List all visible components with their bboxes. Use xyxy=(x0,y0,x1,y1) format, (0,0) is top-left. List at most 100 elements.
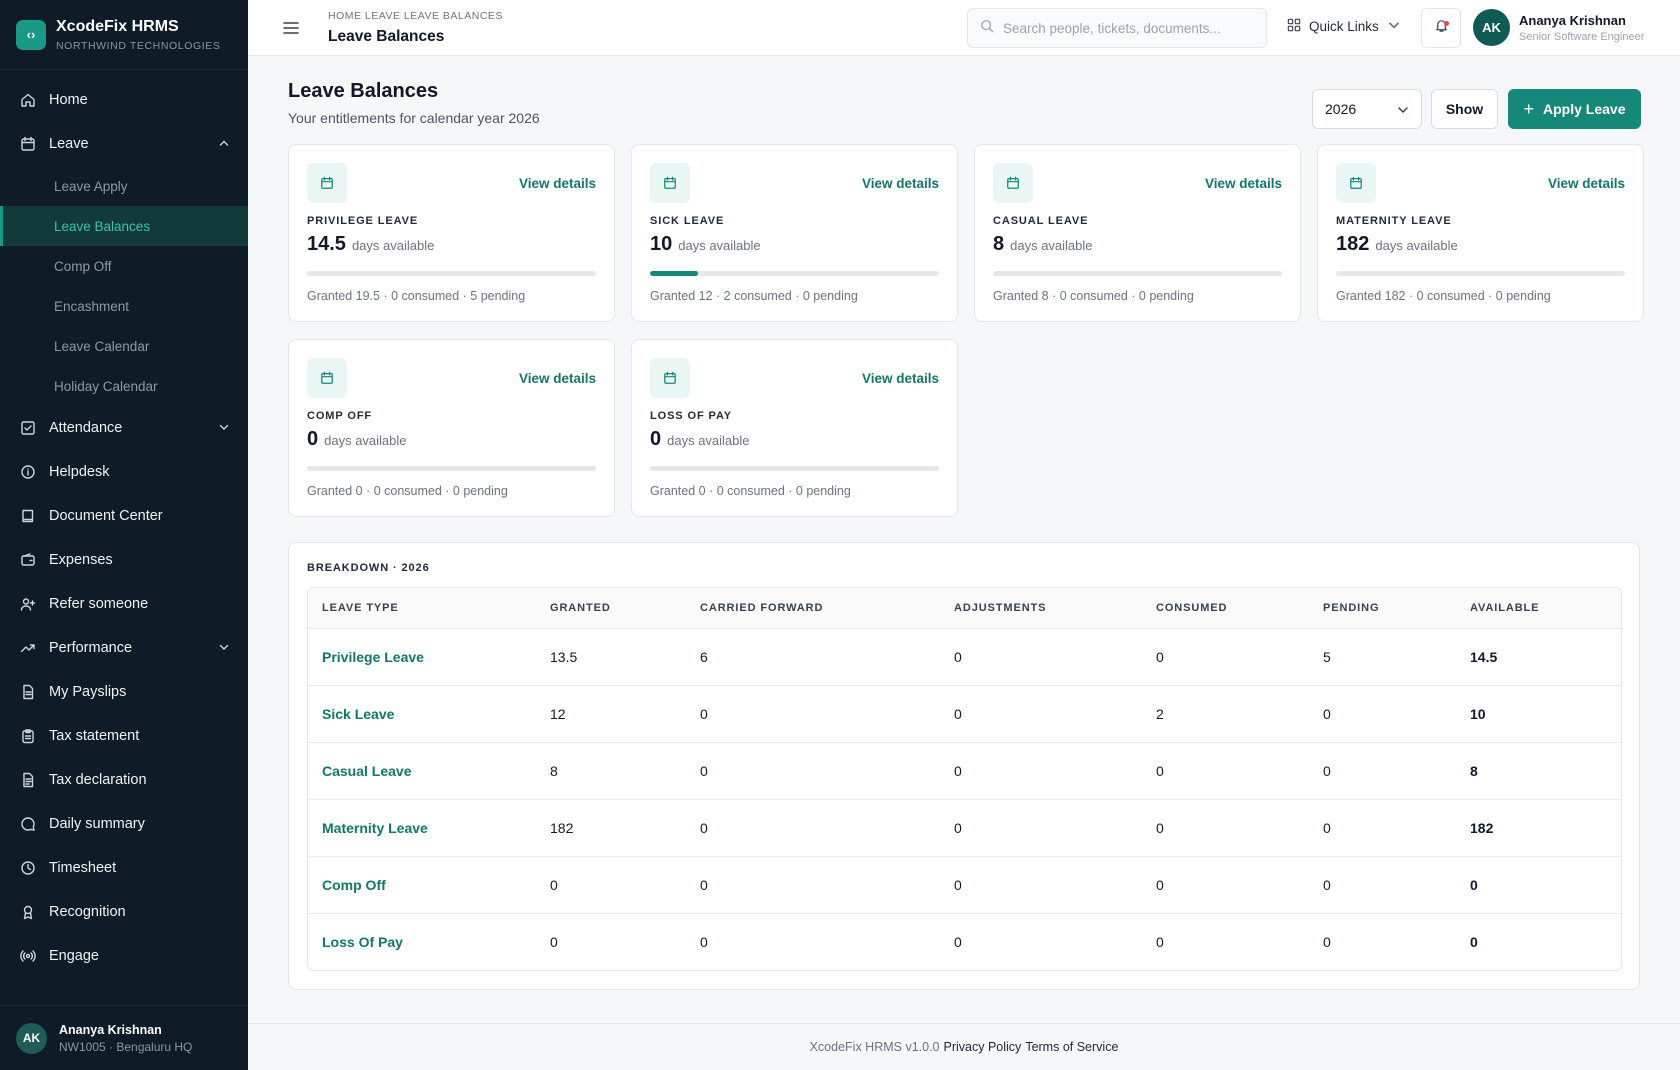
sidebar-item-performance[interactable]: Performance xyxy=(0,626,248,670)
message-circle-icon xyxy=(20,816,36,832)
sidebar-subitem-comp-off[interactable]: Comp Off xyxy=(54,258,112,274)
quick-links-label: Quick Links xyxy=(1309,19,1379,34)
cell-adjustments: 0 xyxy=(954,933,962,950)
sidebar-item-daily-summary[interactable]: Daily summary xyxy=(0,802,248,846)
apply-leave-button[interactable]: + Apply Leave xyxy=(1508,89,1641,129)
sidebar-item-expenses[interactable]: Expenses xyxy=(0,538,248,582)
leave-type-link[interactable]: Loss Of Pay xyxy=(322,933,403,950)
sidebar-item-label: Attendance xyxy=(49,420,123,436)
user-menu[interactable]: AK Ananya Krishnan Senior Software Engin… xyxy=(1473,9,1644,46)
view-details-link[interactable]: View details xyxy=(861,371,939,386)
sidebar-item-timesheet[interactable]: Timesheet xyxy=(0,846,248,890)
chevron-down-icon[interactable] xyxy=(218,421,230,433)
sidebar-item-refer-someone[interactable]: Refer someone xyxy=(0,582,248,626)
sidebar-item-tax-declaration[interactable]: Tax declaration xyxy=(0,758,248,802)
sidebar-item-engage[interactable]: Engage xyxy=(0,934,248,978)
info-icon xyxy=(20,464,36,480)
bell-icon xyxy=(1434,18,1449,38)
cell-consumed: 2 xyxy=(1142,685,1309,743)
card-available-value: 14.5 xyxy=(307,233,346,255)
calendar-icon xyxy=(650,358,690,398)
notifications-button[interactable] xyxy=(1421,8,1461,48)
sidebar-item-label: Daily summary xyxy=(49,816,145,832)
table-row: Casual Leave 8 0 0 0 0 8 xyxy=(308,742,1621,800)
topbar: HOME LEAVE LEAVE BALANCES Leave Balances… xyxy=(248,0,1680,56)
privacy-policy-link[interactable]: Privacy Policy xyxy=(943,1040,1022,1054)
column-header-adjustments: ADJUSTMENTS xyxy=(940,588,1142,629)
quick-links-button[interactable]: Quick Links xyxy=(1287,18,1401,35)
sidebar-item-label: Tax declaration xyxy=(49,772,147,788)
cell-pending: 0 xyxy=(1309,742,1456,800)
cell-consumed: 0 xyxy=(1142,856,1309,914)
sidebar-subitem-leave-balances[interactable]: Leave Balances xyxy=(0,206,248,246)
card-leave-type: MATERNITY LEAVE xyxy=(1336,215,1452,227)
menu-icon[interactable] xyxy=(282,19,300,37)
view-details-link[interactable]: View details xyxy=(518,371,596,386)
sidebar-subitem-leave-apply[interactable]: Leave Apply xyxy=(54,178,128,194)
cell-adjustments: 0 xyxy=(940,628,1142,686)
leave-type-link[interactable]: Casual Leave xyxy=(308,742,536,800)
calendar-icon xyxy=(993,163,1033,203)
cell-carried-forward: 6 xyxy=(686,628,940,686)
sidebar-subitem-holiday-calendar[interactable]: Holiday Calendar xyxy=(54,378,158,394)
cell-consumed: 0 xyxy=(1156,933,1164,950)
card-available-unit: days available xyxy=(324,433,407,448)
sidebar-user[interactable]: AK Ananya Krishnan NW1005 · Bengaluru HQ xyxy=(0,1005,248,1070)
footer: XcodeFix HRMS v1.0.0 Privacy Policy Term… xyxy=(248,1023,1680,1070)
breadcrumb: HOME LEAVE LEAVE BALANCES xyxy=(328,10,503,22)
year-select[interactable]: 2026 xyxy=(1312,89,1422,129)
card-available-unit: days available xyxy=(1375,238,1458,253)
sidebar-item-helpdesk[interactable]: Helpdesk xyxy=(0,450,248,494)
clock-icon xyxy=(20,860,36,876)
card-progress-bar xyxy=(993,271,1282,276)
card-meta: Granted 8 · 0 consumed · 0 pending xyxy=(993,289,1194,303)
brand-name: XcodeFix HRMS xyxy=(56,17,179,35)
sidebar-subitem-leave-calendar[interactable]: Leave Calendar xyxy=(54,338,150,354)
cell-available: 10 xyxy=(1456,685,1621,743)
card-progress-bar xyxy=(307,466,596,471)
cell-granted: 8 xyxy=(536,742,686,800)
chevron-up-icon[interactable] xyxy=(218,137,230,149)
cell-available: 0 xyxy=(1456,856,1621,914)
card-progress-fill xyxy=(650,271,699,276)
brand[interactable]: ‹› XcodeFix HRMS NORTHWIND TECHNOLOGIES xyxy=(0,0,248,70)
sidebar-item-attendance[interactable]: Attendance xyxy=(0,406,248,450)
card-meta: Granted 182 · 0 consumed · 0 pending xyxy=(1336,289,1551,303)
cell-granted: 12 xyxy=(536,685,686,743)
sidebar-subitem-encashment[interactable]: Encashment xyxy=(54,298,130,314)
search-input[interactable] xyxy=(1003,20,1243,36)
cell-carried-forward: 0 xyxy=(686,856,940,914)
view-details-link[interactable]: View details xyxy=(518,176,596,191)
leave-type-link[interactable]: Sick Leave xyxy=(308,685,536,743)
card-available-unit: days available xyxy=(1010,238,1093,253)
home-icon xyxy=(20,92,36,108)
show-button[interactable]: Show xyxy=(1431,89,1498,129)
cell-available: 14.5 xyxy=(1456,628,1621,686)
sidebar-item-my-payslips[interactable]: My Payslips xyxy=(0,670,248,714)
card-progress-bar xyxy=(1336,271,1625,276)
sidebar-item-document-center[interactable]: Document Center xyxy=(0,494,248,538)
table-row: Sick Leave 12 0 0 2 0 10 xyxy=(308,685,1621,743)
leave-card-loss-of-pay: View details LOSS OF PAY 0 days availabl… xyxy=(631,339,958,517)
leave-card-casual-leave: View details CASUAL LEAVE 8 days availab… xyxy=(974,144,1301,322)
card-meta: Granted 19.5 · 0 consumed · 5 pending xyxy=(307,289,526,303)
chevron-down-icon[interactable] xyxy=(218,641,230,653)
leave-type-link[interactable]: Comp Off xyxy=(308,856,536,914)
sidebar-item-recognition[interactable]: Recognition xyxy=(0,890,248,934)
sidebar-item-leave[interactable]: Leave xyxy=(0,122,248,166)
leave-type-link[interactable]: Privilege Leave xyxy=(308,628,536,686)
cell-granted: 0 xyxy=(536,856,686,914)
view-details-link[interactable]: View details xyxy=(861,176,939,191)
sidebar-item-home[interactable]: Home xyxy=(0,78,248,122)
card-available-unit: days available xyxy=(667,433,750,448)
sidebar-item-tax-statement[interactable]: Tax statement xyxy=(0,714,248,758)
view-details-link[interactable]: View details xyxy=(1547,176,1625,191)
calendar-icon xyxy=(1336,163,1376,203)
cell-pending: 0 xyxy=(1323,933,1331,950)
view-details-link[interactable]: View details xyxy=(1204,176,1282,191)
leave-type-link[interactable]: Maternity Leave xyxy=(308,799,536,857)
cell-adjustments: 0 xyxy=(940,856,1142,914)
notification-dot xyxy=(1444,21,1449,26)
table-row: Maternity Leave 182 0 0 0 0 182 xyxy=(308,799,1621,857)
terms-link[interactable]: Terms of Service xyxy=(1025,1040,1119,1054)
